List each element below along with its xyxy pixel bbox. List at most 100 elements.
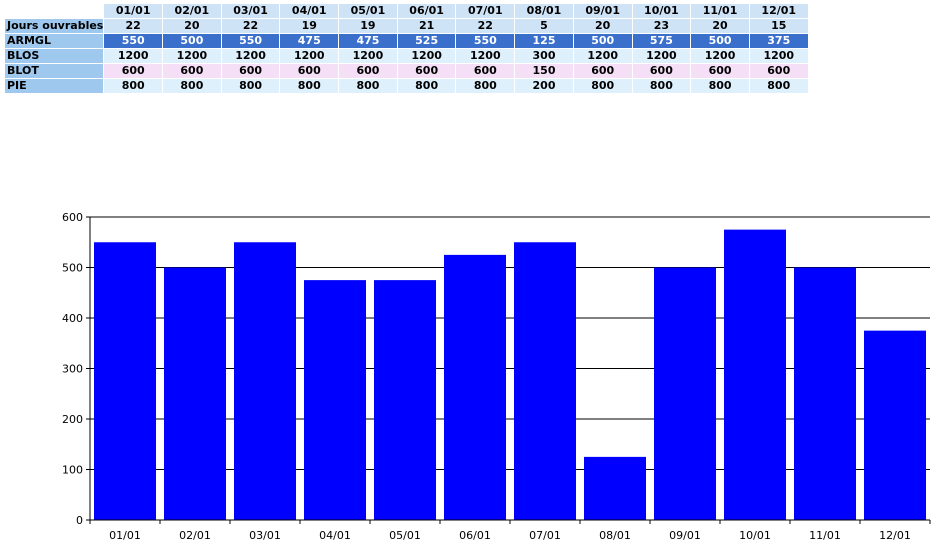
bar (164, 267, 226, 520)
bar (444, 254, 506, 520)
table-cell: 550 (456, 34, 515, 48)
month-header: 12/01 (749, 4, 808, 18)
row-label: BLOT (5, 64, 104, 78)
table-row-blos: BLOS 1200 1200 1200 1200 1200 1200 1200 … (5, 49, 808, 63)
table-cell: 20 (691, 19, 749, 33)
month-header: 04/01 (280, 4, 339, 18)
table-cell: 1200 (104, 49, 163, 63)
table-cell: 525 (397, 34, 456, 48)
table-cell: 600 (749, 64, 808, 78)
bar (864, 330, 926, 520)
table-cell: 600 (280, 64, 339, 78)
bar (374, 280, 436, 520)
table-cell: 500 (573, 34, 632, 48)
month-header: 07/01 (456, 4, 515, 18)
table-cell: 800 (397, 79, 456, 93)
table-cell: 23 (632, 19, 691, 33)
row-label: PIE (5, 79, 104, 93)
table-cell: 1200 (573, 49, 632, 63)
table-cell: 550 (104, 34, 163, 48)
y-tick-label: 100 (62, 464, 83, 477)
table-cell: 600 (456, 64, 515, 78)
table-cell: 21 (397, 19, 456, 33)
month-header: 09/01 (573, 4, 632, 18)
bar (514, 242, 576, 520)
table-cell: 575 (632, 34, 691, 48)
table-cell: 800 (573, 79, 632, 93)
table-cell: 800 (163, 79, 221, 93)
bar (234, 242, 296, 520)
table-cell: 1200 (632, 49, 691, 63)
table-cell: 1200 (749, 49, 808, 63)
table-cell: 1200 (339, 49, 397, 63)
table-cell: 1200 (456, 49, 515, 63)
table-cell: 150 (515, 64, 573, 78)
table-cell: 475 (280, 34, 339, 48)
row-label: BLOS (5, 49, 104, 63)
month-header: 03/01 (221, 4, 280, 18)
table-cell: 800 (339, 79, 397, 93)
x-tick-label: 06/01 (459, 529, 491, 542)
x-tick-label: 10/01 (739, 529, 771, 542)
bar (794, 267, 856, 520)
x-tick-label: 05/01 (389, 529, 421, 542)
month-header: 05/01 (339, 4, 397, 18)
table-cell: 600 (221, 64, 280, 78)
table-cell: 800 (632, 79, 691, 93)
table-cell: 800 (749, 79, 808, 93)
table-cell: 19 (339, 19, 397, 33)
table-cell: 600 (163, 64, 221, 78)
table-cell: 22 (221, 19, 280, 33)
table-header-row: 01/01 02/01 03/01 04/01 05/01 06/01 07/0… (5, 4, 808, 18)
table-cell: 800 (456, 79, 515, 93)
table-cell: 125 (515, 34, 573, 48)
bar (724, 229, 786, 520)
table-cell: 200 (515, 79, 573, 93)
y-tick-label: 300 (62, 363, 83, 376)
x-tick-label: 01/01 (109, 529, 141, 542)
table-cell: 800 (280, 79, 339, 93)
month-header: 08/01 (515, 4, 573, 18)
table-cell: 19 (280, 19, 339, 33)
table-cell: 600 (632, 64, 691, 78)
x-tick-label: 04/01 (319, 529, 351, 542)
table-cell: 1200 (163, 49, 221, 63)
bar (654, 267, 716, 520)
table-cell: 600 (397, 64, 456, 78)
row-label: Jours ouvrables (5, 19, 104, 33)
table-cell: 1200 (691, 49, 749, 63)
table-cell: 15 (749, 19, 808, 33)
table-cell: 1200 (221, 49, 280, 63)
y-tick-label: 0 (76, 514, 83, 527)
month-header: 02/01 (163, 4, 221, 18)
x-tick-label: 11/01 (809, 529, 841, 542)
y-tick-label: 500 (62, 262, 83, 275)
data-table: 01/01 02/01 03/01 04/01 05/01 06/01 07/0… (4, 3, 809, 94)
table-cell: 375 (749, 34, 808, 48)
x-tick-label: 07/01 (529, 529, 561, 542)
table-cell: 600 (339, 64, 397, 78)
y-tick-label: 600 (62, 211, 83, 224)
bar (304, 280, 366, 520)
x-tick-label: 09/01 (669, 529, 701, 542)
y-tick-label: 400 (62, 312, 83, 325)
table-cell: 800 (691, 79, 749, 93)
table-cell: 800 (221, 79, 280, 93)
table-cell: 600 (573, 64, 632, 78)
table-cell: 550 (221, 34, 280, 48)
table-cell: 600 (691, 64, 749, 78)
bar (584, 456, 646, 520)
table-cell: 600 (104, 64, 163, 78)
x-tick-label: 08/01 (599, 529, 631, 542)
table-row-pie: PIE 800 800 800 800 800 800 800 200 800 … (5, 79, 808, 93)
table-row-jours-ouvrables: Jours ouvrables 22 20 22 19 19 21 22 5 2… (5, 19, 808, 33)
table-row-armgl: ARMGL 550 500 550 475 475 525 550 125 50… (5, 34, 808, 48)
table-cell: 5 (515, 19, 573, 33)
table-cell: 20 (573, 19, 632, 33)
x-tick-label: 03/01 (249, 529, 281, 542)
x-tick-label: 12/01 (879, 529, 911, 542)
table-cell: 300 (515, 49, 573, 63)
bar (94, 242, 156, 520)
table-row-blot: BLOT 600 600 600 600 600 600 600 150 600… (5, 64, 808, 78)
